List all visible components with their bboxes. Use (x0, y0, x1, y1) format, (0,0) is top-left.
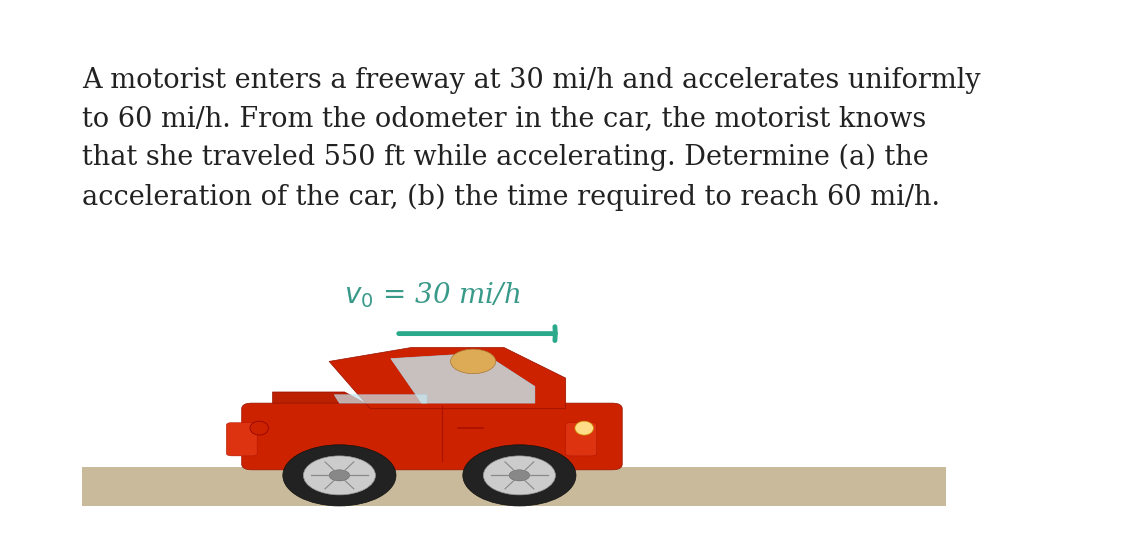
Ellipse shape (250, 421, 269, 435)
Circle shape (330, 470, 350, 481)
Polygon shape (272, 392, 366, 403)
FancyBboxPatch shape (566, 423, 596, 456)
FancyBboxPatch shape (226, 423, 258, 456)
Text: $v_0$ = 30 mi/h: $v_0$ = 30 mi/h (344, 280, 520, 310)
Circle shape (484, 456, 556, 495)
Circle shape (304, 456, 376, 495)
Polygon shape (330, 348, 566, 409)
Circle shape (462, 445, 576, 506)
Polygon shape (334, 395, 426, 403)
FancyBboxPatch shape (82, 467, 946, 506)
Circle shape (510, 470, 530, 481)
Text: A motorist enters a freeway at 30 mi/h and accelerates uniformly
to 60 mi/h. Fro: A motorist enters a freeway at 30 mi/h a… (82, 67, 981, 211)
Ellipse shape (575, 421, 594, 435)
Polygon shape (390, 353, 534, 403)
Circle shape (450, 349, 496, 374)
Circle shape (282, 445, 396, 506)
FancyBboxPatch shape (242, 403, 622, 470)
